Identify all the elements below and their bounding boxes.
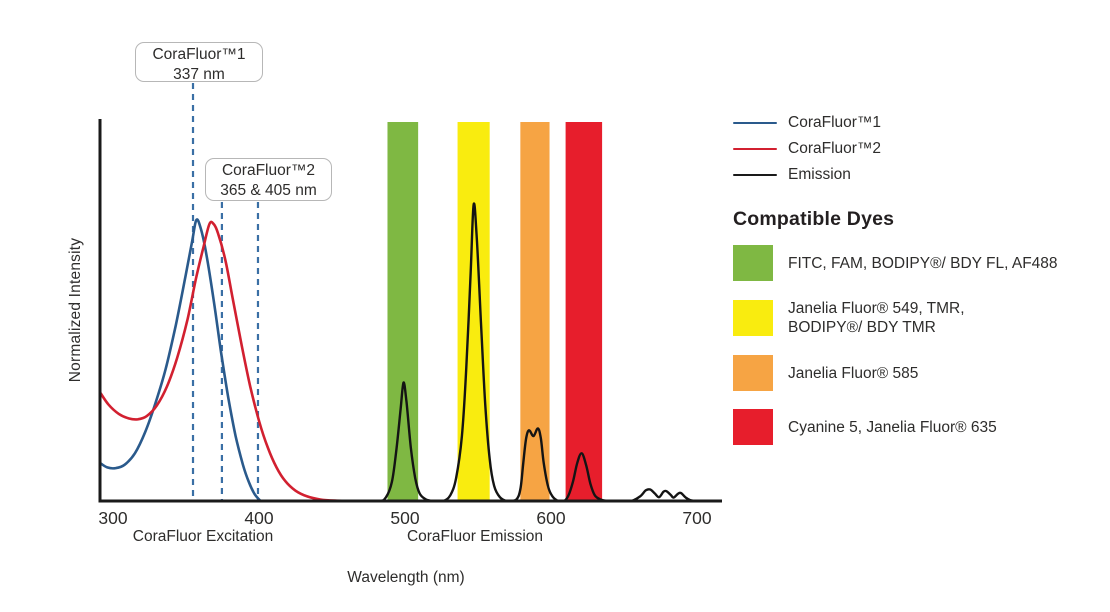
dye-row-yellow: Janelia Fluor® 549, TMR, BODIPY®/ BDY TM… — [733, 299, 1103, 337]
series-corafluor-2-excitation — [98, 220, 351, 503]
filter-band — [387, 122, 419, 501]
callout-corafluor2-name: CoraFluor™2 — [221, 162, 316, 179]
yellow-filter-swatch — [733, 300, 773, 336]
callout-corafluor1-name: CoraFluor™1 — [152, 46, 246, 63]
legend-item-corafluor1: CoraFluor™1 — [733, 110, 1103, 136]
x-tick-label: 300 — [98, 508, 127, 528]
x-tick-label: 600 — [536, 508, 565, 528]
y-axis-label: Normalized Intensity — [67, 237, 84, 383]
legend-label: CoraFluor™1 — [788, 114, 882, 131]
orange-filter-swatch — [733, 355, 773, 391]
excitation-axis-caption: CoraFluor Excitation — [132, 528, 274, 545]
x-tick-label: 400 — [244, 508, 273, 528]
dye-label: Janelia Fluor® 549, TMR, BODIPY®/ BDY TM… — [788, 300, 965, 336]
dye-row-green: FITC, FAM, BODIPY®/ BDY FL, AF488 — [733, 245, 1103, 281]
legend-label: Emission — [788, 166, 851, 183]
filter-band — [457, 122, 490, 501]
callout-corafluor1: CoraFluor™1 337 nm — [135, 42, 263, 83]
compatible-dyes-heading: Compatible Dyes — [733, 208, 895, 230]
callout-corafluor2-value: 365 & 405 nm — [220, 181, 317, 199]
emission-axis-caption: CoraFluor Emission — [406, 528, 544, 545]
series-corafluor-1-excitation — [98, 218, 262, 503]
x-axis-label: Wavelength (nm) — [347, 569, 465, 586]
dye-label: Janelia Fluor® 585 — [788, 364, 919, 382]
dye-row-red: Cyanine 5, Janelia Fluor® 635 — [733, 409, 1103, 445]
dye-label: FITC, FAM, BODIPY®/ BDY FL, AF488 — [788, 254, 1058, 272]
dye-row-orange: Janelia Fluor® 585 — [733, 355, 1103, 391]
legend-item-corafluor2: CoraFluor™2 — [733, 136, 1103, 162]
dye-label: Cyanine 5, Janelia Fluor® 635 — [788, 418, 997, 436]
axes — [98, 119, 722, 503]
legend-label: CoraFluor™2 — [788, 140, 882, 157]
corafluor2-line-swatch — [733, 147, 777, 151]
spectra-chart: 300 400 500 600 700 — [98, 83, 722, 528]
green-filter-swatch — [733, 245, 773, 281]
corafluor1-line-swatch — [733, 121, 777, 125]
x-tick-label: 500 — [390, 508, 419, 528]
callout-corafluor2: CoraFluor™2 365 & 405 nm — [205, 158, 332, 201]
filter-band — [565, 122, 603, 501]
legend-panel: CoraFluor™1 CoraFluor™2 Emission Compati… — [733, 110, 1103, 463]
red-filter-swatch — [733, 409, 773, 445]
x-tick-label: 700 — [682, 508, 711, 528]
legend-item-emission: Emission — [733, 162, 1103, 188]
emission-line-swatch — [733, 173, 777, 177]
series-emission — [352, 202, 719, 503]
callout-corafluor1-value: 337 nm — [173, 65, 225, 83]
